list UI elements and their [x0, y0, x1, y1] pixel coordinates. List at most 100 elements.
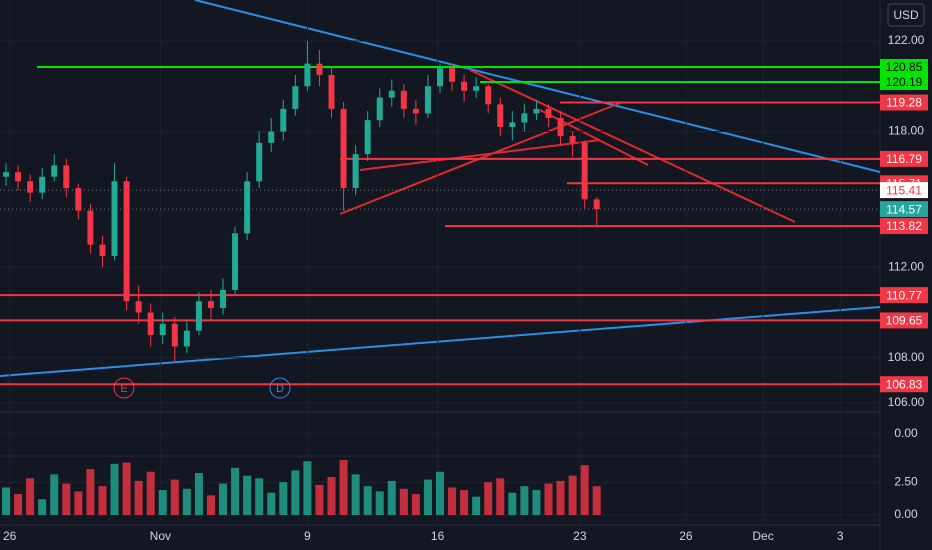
- candle-body: [244, 181, 251, 234]
- candle-body: [388, 90, 395, 98]
- level-label-box: [880, 59, 928, 76]
- candle-body: [171, 323, 178, 347]
- volume-bar: [194, 473, 203, 515]
- y-tick-label: 106.00: [888, 395, 925, 409]
- volume-bar: [568, 475, 577, 515]
- volume-bar: [423, 479, 432, 515]
- candle-body: [147, 312, 154, 336]
- volume-bar: [327, 476, 336, 515]
- y-tick-label: 112.00: [888, 259, 924, 273]
- volume-bar: [351, 474, 360, 515]
- candle-body: [111, 181, 118, 256]
- x-tick-label: Dec: [752, 529, 773, 543]
- candle-body: [220, 289, 227, 308]
- level-label-box: [880, 287, 928, 304]
- x-tick-label: 23: [573, 529, 587, 543]
- volume-bar: [363, 486, 372, 515]
- volume-bar: [411, 494, 420, 515]
- candle-body: [412, 108, 419, 114]
- candle-body: [473, 86, 480, 91]
- volume-bar: [2, 487, 11, 515]
- level-label-box: [880, 182, 928, 199]
- volume-bar: [38, 499, 47, 515]
- level-label: 106.83: [886, 377, 923, 391]
- volume-bar: [50, 474, 59, 515]
- level-label-box: [880, 218, 928, 235]
- candle-body: [99, 244, 106, 256]
- candle-body: [304, 63, 311, 87]
- level-label: 114.57: [886, 202, 922, 216]
- volume-bar: [399, 488, 408, 515]
- volume-bar: [315, 484, 324, 515]
- volume-bar: [580, 465, 589, 515]
- x-tick-label: 9: [304, 529, 311, 543]
- candle-body: [75, 188, 82, 211]
- volume-bar: [62, 483, 71, 515]
- volume-bar: [74, 491, 83, 515]
- currency-box[interactable]: [887, 3, 925, 27]
- volume-bar: [460, 490, 469, 515]
- volume-bar: [170, 479, 179, 515]
- volume-bar: [231, 467, 240, 515]
- volume-bar: [496, 478, 505, 515]
- volume-bar: [255, 478, 264, 515]
- candle-body: [400, 90, 407, 109]
- candle-body: [497, 104, 504, 127]
- level-label: 109.65: [886, 314, 923, 328]
- candle-body: [521, 113, 528, 123]
- candle-body: [461, 81, 468, 91]
- x-tick-label: 26: [679, 529, 693, 543]
- level-label: 120.85: [886, 60, 923, 74]
- volume-bar: [592, 486, 601, 515]
- candle-body: [352, 154, 359, 189]
- candle-body: [3, 172, 10, 177]
- candle-body: [509, 122, 516, 127]
- candle-body: [87, 210, 94, 245]
- candle-body: [256, 142, 263, 182]
- trend-line: [359, 139, 601, 171]
- candle-body: [340, 108, 347, 189]
- x-tick-label: 3: [837, 529, 844, 543]
- level-label-box: [880, 201, 928, 218]
- x-tick-label: Nov: [150, 529, 171, 543]
- level-label: 119.28: [886, 96, 922, 110]
- candle-body: [183, 330, 190, 347]
- candle-body: [159, 323, 166, 336]
- candle-body: [364, 120, 371, 155]
- earnings-marker[interactable]: [113, 377, 135, 399]
- volume-bar: [182, 488, 191, 515]
- candle-body: [123, 181, 130, 302]
- dividend-marker[interactable]: [269, 377, 291, 399]
- level-label-box: [880, 94, 928, 111]
- candle-body: [51, 165, 58, 177]
- candle-body: [449, 68, 456, 82]
- volume-bar: [508, 492, 517, 515]
- volume-bar: [544, 483, 553, 515]
- x-tick-label: 26: [3, 529, 17, 543]
- candle-body: [195, 301, 202, 331]
- candle-body: [533, 108, 540, 114]
- candle-body: [545, 108, 552, 118]
- level-label: 115.41: [886, 183, 922, 197]
- candle-body: [557, 117, 564, 137]
- volume-bar: [158, 490, 167, 515]
- level-label: 116.79: [886, 152, 922, 166]
- volume-bar: [26, 478, 35, 515]
- volume-bar: [14, 494, 23, 515]
- volume-bar: [219, 483, 228, 515]
- level-label: 120.19: [886, 75, 923, 89]
- candle-body: [316, 63, 323, 75]
- level-label: 110.77: [886, 288, 922, 302]
- volume-bar: [339, 459, 348, 515]
- volume-bar: [279, 482, 288, 515]
- y-tick-label: 0.00: [894, 426, 918, 440]
- y-tick-label: 122.00: [888, 33, 925, 47]
- candle-body: [15, 172, 22, 182]
- volume-bar: [532, 490, 541, 515]
- level-label: 113.82: [886, 219, 922, 233]
- volume-bar: [520, 486, 529, 515]
- candle-body: [232, 233, 239, 290]
- x-tick-label: 16: [431, 529, 445, 543]
- candle-body: [328, 74, 335, 109]
